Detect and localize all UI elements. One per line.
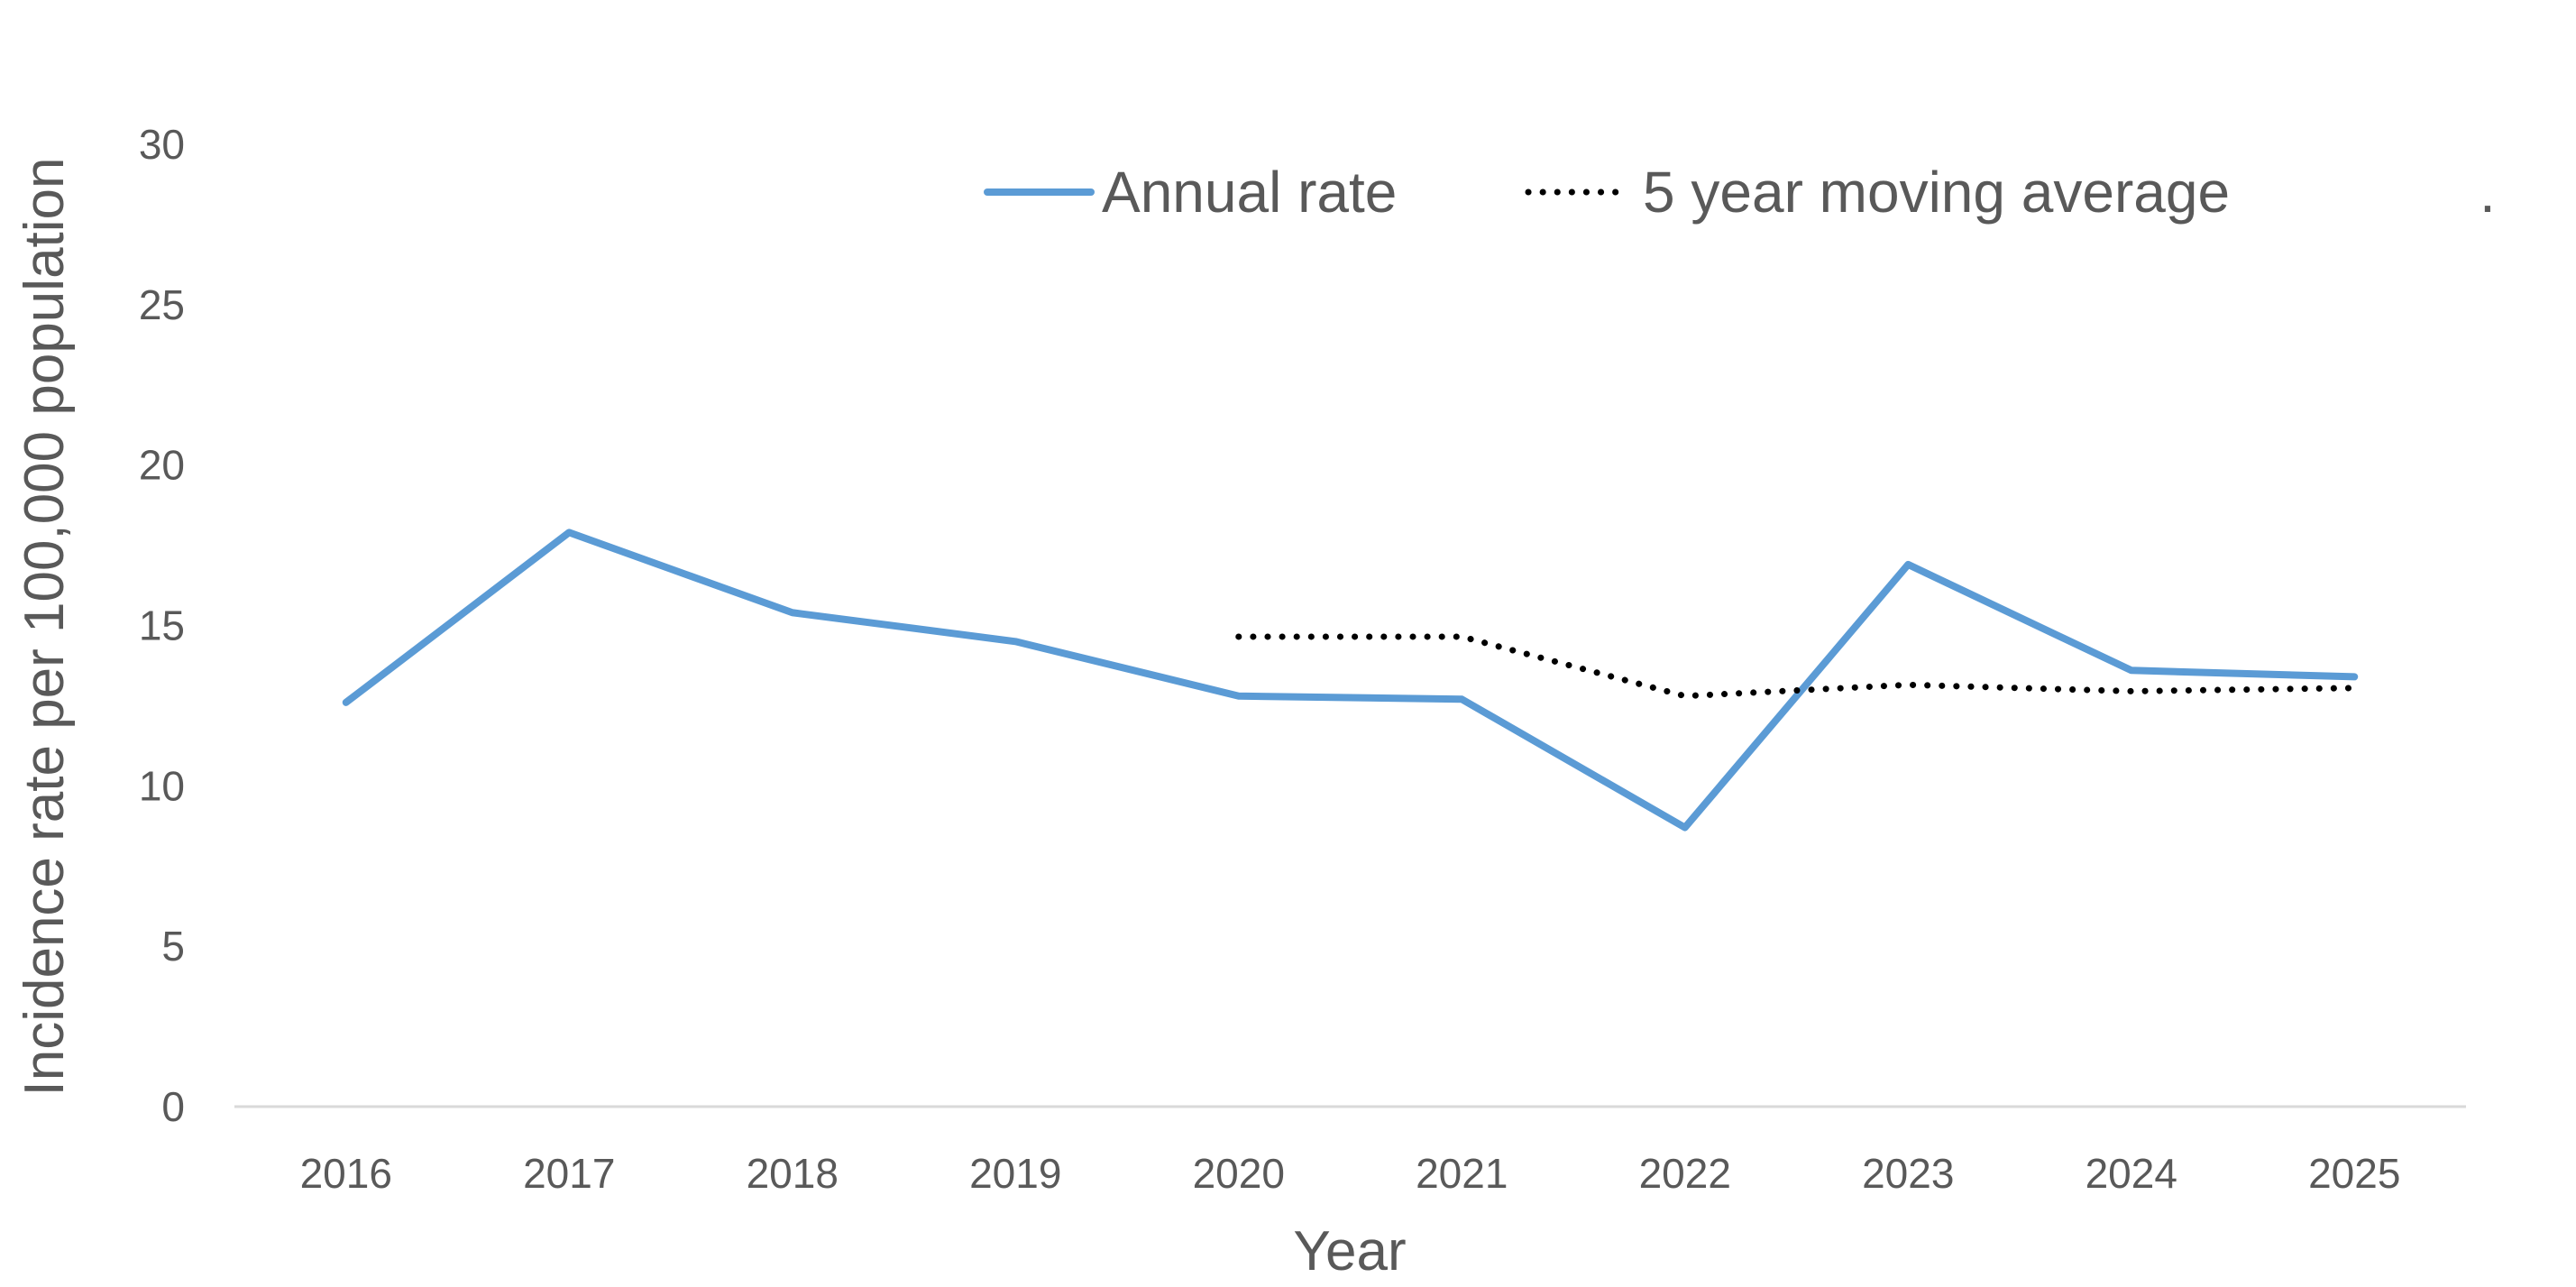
x-axis-ticks: 2016 2017 2018 2019 2020 2021 2022 2023 2024 2025 xyxy=(300,1150,2401,1197)
x-tick-label: 2025 xyxy=(2308,1150,2400,1197)
x-tick-label: 2020 xyxy=(1193,1150,1285,1197)
y-tick-label: 0 xyxy=(161,1083,185,1130)
x-tick-label: 2021 xyxy=(1416,1150,1508,1197)
y-tick-label: 15 xyxy=(139,602,185,649)
x-tick-label: 2019 xyxy=(969,1150,1061,1197)
y-tick-label: 5 xyxy=(161,923,185,970)
y-axis-title: Incidence rate per 100,000 population xyxy=(14,157,76,1096)
x-tick-label: 2017 xyxy=(523,1150,615,1197)
x-axis-title: Year xyxy=(1293,1220,1406,1282)
moving-average-line xyxy=(1235,633,2358,700)
x-tick-label: 2016 xyxy=(300,1150,392,1197)
y-axis-ticks: 0 5 10 15 20 25 30 xyxy=(139,121,185,1130)
y-tick-label: 25 xyxy=(139,281,185,328)
x-tick-label: 2018 xyxy=(747,1150,839,1197)
legend-stray-mark: . xyxy=(2480,160,2496,225)
y-tick-label: 20 xyxy=(139,442,185,489)
series-layer xyxy=(342,529,2359,832)
x-tick-label: 2024 xyxy=(2086,1150,2177,1197)
legend-label-annual-rate: Annual rate xyxy=(1102,160,1397,225)
legend-label-moving-average: 5 year moving average xyxy=(1643,160,2230,225)
y-tick-label: 10 xyxy=(139,762,185,809)
y-tick-label: 30 xyxy=(139,121,185,168)
annual-rate-line xyxy=(342,529,2359,832)
legend: Annual rate 5 year moving average . xyxy=(984,160,2496,225)
x-tick-label: 2023 xyxy=(1862,1150,1954,1197)
x-tick-label: 2022 xyxy=(1639,1150,1731,1197)
